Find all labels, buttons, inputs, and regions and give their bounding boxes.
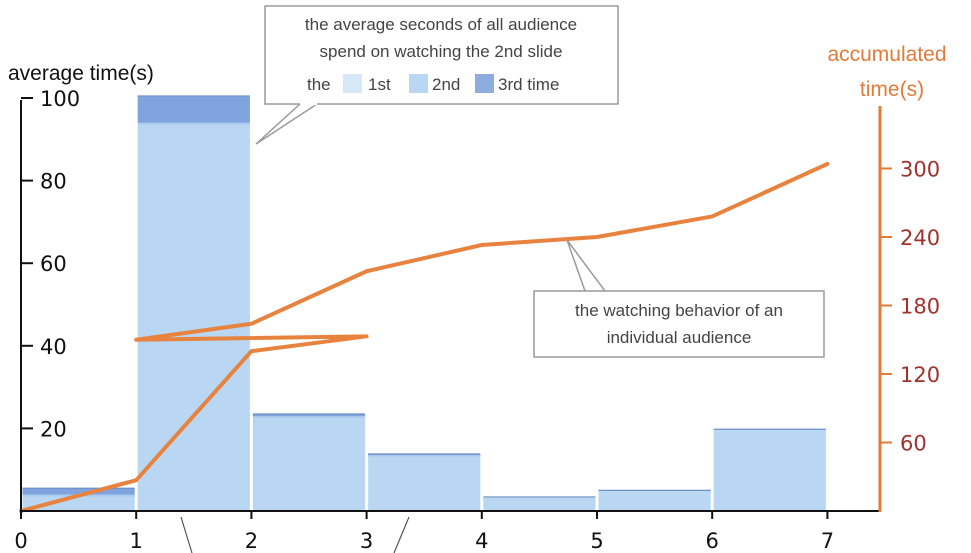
bar-slide-3-second (252, 416, 366, 419)
left-tick-label-40: 40 (40, 335, 67, 359)
legend: the 1st 2nd 3rd time (307, 74, 559, 94)
x-tick-label-0: 0 (14, 529, 27, 553)
x-tick-label-4: 4 (475, 529, 488, 553)
legend-swatch-1st (343, 74, 362, 93)
right-axis-title-line2: time(s) (860, 78, 924, 101)
x-tick-label-6: 6 (706, 529, 719, 553)
x-tick-label-1: 1 (130, 529, 143, 553)
callout2-text-line1: the watching behavior of an (575, 301, 783, 320)
bars-layer (22, 95, 826, 511)
x-tick-label-7: 7 (821, 529, 834, 553)
callout-text-line2: spend on watching the 2nd slide (320, 42, 563, 61)
callout-box (264, 5, 619, 105)
callout2-pointer (566, 239, 606, 292)
left-tick-label-60: 60 (40, 252, 67, 276)
bar-slide-3-third (252, 413, 366, 417)
bar-slide-4-second (368, 455, 481, 457)
right-tick-label-300: 300 (900, 158, 940, 182)
bar-slide-7-first (713, 430, 826, 511)
bar-slide-6-first (598, 491, 711, 511)
individual-audience-callout: the watching behavior of an individual a… (533, 239, 825, 358)
x-tick-label-3: 3 (360, 529, 373, 553)
left-tick-label-100: 100 (40, 87, 80, 111)
lower-pointer-left (180, 516, 193, 553)
right-tick-label-240: 240 (900, 226, 940, 250)
callout2-box (533, 290, 825, 358)
callout2-text-line2: individual audience (607, 328, 752, 347)
average-seconds-callout: the average seconds of all audience spen… (255, 5, 619, 145)
x-tick-label-5: 5 (590, 529, 603, 553)
left-tick-label-20: 20 (40, 417, 67, 441)
line-layer (19, 161, 830, 513)
lower-pointer-right (393, 516, 410, 553)
left-ticks: 20 40 60 80 100 (21, 87, 80, 441)
x-tick-label-2: 2 (245, 529, 258, 553)
callout-text-line1: the average seconds of all audience (305, 15, 577, 34)
bar-slide-5-first (483, 497, 596, 511)
legend-prefix: the (307, 75, 331, 94)
right-tick-label-120: 120 (900, 363, 940, 387)
legend-swatch-3rd (475, 74, 494, 93)
right-tick-label-180: 180 (900, 295, 940, 319)
legend-swatch-2nd (409, 74, 428, 93)
right-ticks: 60 120 180 240 300 (880, 158, 940, 456)
left-axis-title: average time(s) (8, 62, 154, 85)
legend-label-3rd: 3rd time (498, 75, 559, 94)
bar-slide-1-first (22, 496, 135, 511)
right-axis-title-line1: accumulated (827, 43, 946, 66)
bar-slide-4-third (368, 454, 481, 456)
bar-slide-2-second (137, 122, 250, 125)
bar-slide-2-third (137, 95, 250, 123)
bar-slide-1-third (22, 488, 135, 495)
callout-pointer (255, 103, 318, 145)
bar-slide-2-first (137, 124, 250, 511)
legend-label-2nd: 2nd (432, 75, 460, 94)
left-tick-label-80: 80 (40, 170, 67, 194)
bar-slide-4-first (368, 456, 481, 511)
individual-audience-line (19, 161, 830, 513)
right-tick-label-60: 60 (900, 432, 927, 456)
bar-slide-3-first (252, 418, 366, 511)
x-ticks: 0 1 2 3 4 5 6 7 (14, 511, 834, 553)
legend-label-1st: 1st (368, 75, 391, 94)
